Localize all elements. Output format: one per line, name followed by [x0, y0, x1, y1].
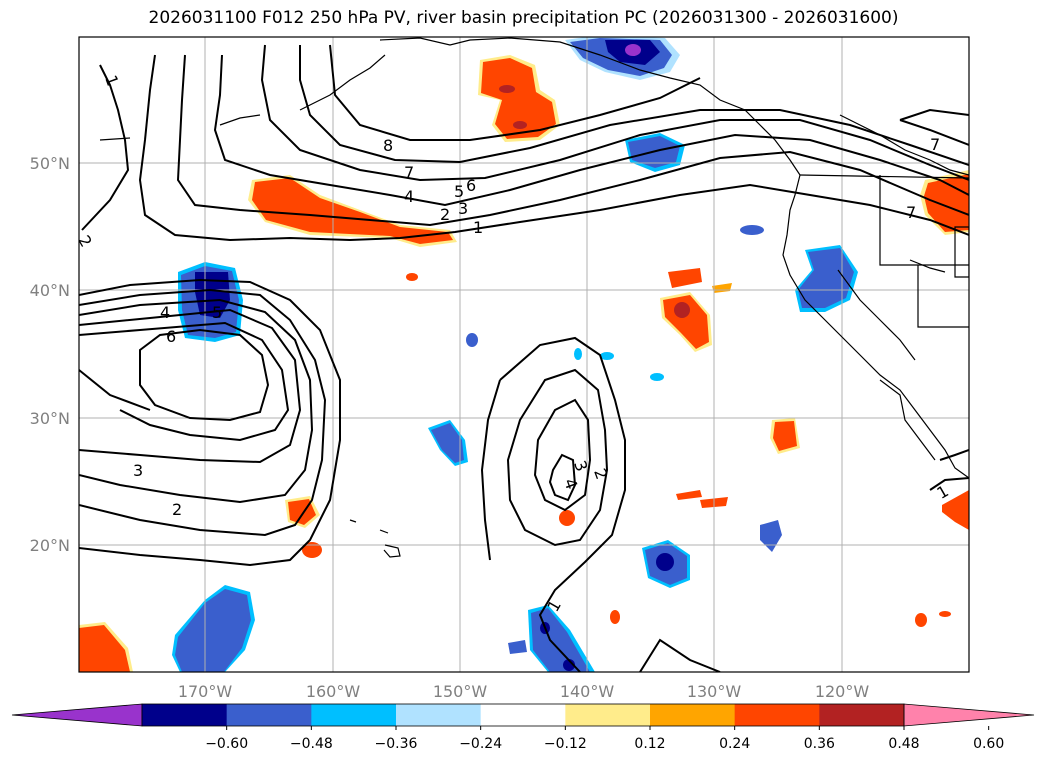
colorbar-segment [142, 704, 228, 726]
contour-label: 4 [404, 187, 414, 206]
contour-label: 7 [404, 163, 414, 182]
lat-label: 30°N [30, 409, 70, 428]
lon-label: 170°W [178, 682, 233, 701]
colorbar-segment [480, 704, 566, 726]
colorbar-segment [565, 704, 651, 726]
contour-label: 6 [466, 176, 476, 195]
lon-label: 160°W [306, 682, 361, 701]
map-title: 2026031100 F012 250 hPa PV, river basin … [148, 8, 899, 28]
contour-label: 6 [166, 327, 176, 346]
lon-label: 120°W [815, 682, 870, 701]
colorbar-segment [819, 704, 905, 726]
colorbar-tick-label: 0.48 [888, 736, 919, 752]
contour-label: 2 [440, 205, 450, 224]
contour-label: 7 [930, 135, 940, 154]
longitude-labels: 170°W 160°W 150°W 140°W 130°W 120°W [178, 682, 870, 701]
precipitation-shading [79, 37, 969, 672]
colorbar-segment [396, 704, 482, 726]
colorbar-segment [734, 704, 820, 726]
contour-label: 2 [172, 500, 182, 519]
colorbar: −0.60 −0.48 −0.36 −0.24 −0.12 0.12 0.24 0.36 0.4… [11, 703, 1035, 752]
colorbar-extend-low [11, 703, 143, 727]
colorbar-tick-label: 0.36 [804, 736, 835, 752]
latitude-labels: 50°N 40°N 30°N 20°N [30, 154, 70, 555]
contour-label: 1 [473, 218, 483, 237]
contour-label: 4 [160, 303, 170, 322]
colorbar-tick-label: −0.60 [205, 736, 248, 752]
contour-label: 3 [133, 461, 143, 480]
colorbar-tick-label: −0.12 [544, 736, 587, 752]
colorbar-tick-label: 0.24 [719, 736, 750, 752]
lon-label: 150°W [433, 682, 488, 701]
contour-label: 5 [454, 182, 464, 201]
contour-label: 7 [906, 203, 916, 222]
gridlines [79, 37, 969, 672]
map-frame [78, 36, 970, 673]
lon-label: 130°W [687, 682, 742, 701]
coastlines [99, 37, 969, 558]
colorbar-extend-high [903, 703, 1035, 727]
lat-label: 50°N [30, 154, 70, 173]
contour-label: 3 [458, 199, 468, 218]
lon-label: 140°W [560, 682, 615, 701]
pv-contours [79, 44, 969, 672]
colorbar-segment [650, 704, 736, 726]
contour-label: 5 [212, 303, 222, 322]
colorbar-tick-label: −0.48 [290, 736, 333, 752]
colorbar-tick-label: −0.24 [459, 736, 502, 752]
lat-label: 40°N [30, 281, 70, 300]
contour-label: 8 [383, 136, 393, 155]
colorbar-segment [311, 704, 397, 726]
colorbar-tick-label: 0.12 [634, 736, 665, 752]
lat-label: 20°N [30, 536, 70, 555]
map-area: 1 2 8 7 6 5 4 3 2 1 7 7 4 5 6 3 2 4 3 2 … [79, 37, 969, 672]
colorbar-segment [226, 704, 312, 726]
colorbar-tick-label: −0.36 [375, 736, 418, 752]
colorbar-frame [141, 703, 905, 727]
colorbar-tick-label: 0.60 [973, 736, 1004, 752]
